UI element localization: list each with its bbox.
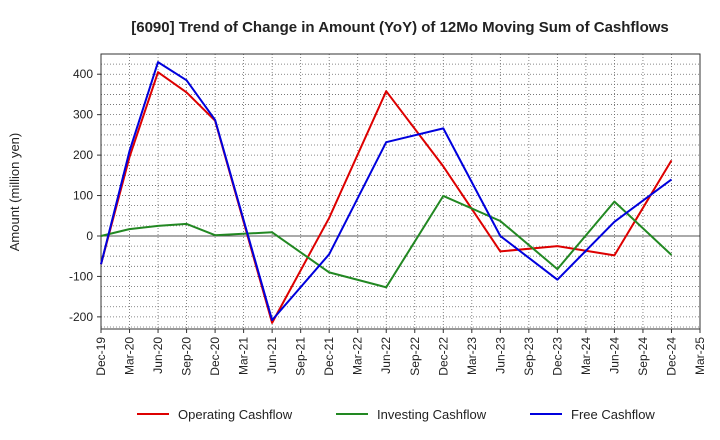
y-axis-label: Amount (million yen) — [7, 133, 22, 252]
x-tick-label: Dec-20 — [208, 337, 222, 376]
x-tick-label: Mar-23 — [465, 337, 479, 375]
x-tick-label: Mar-22 — [351, 337, 365, 375]
y-tick-label: -200 — [69, 310, 93, 324]
x-tick-label: Sep-20 — [180, 337, 194, 376]
series-lines — [100, 61, 673, 324]
legend-label: Free Cashflow — [571, 407, 655, 422]
chart-title: [6090] Trend of Change in Amount (YoY) o… — [131, 19, 669, 36]
x-tick-label: Jun-21 — [265, 337, 279, 374]
x-tick-label: Mar-20 — [123, 337, 137, 375]
x-tick-label: Sep-23 — [522, 337, 536, 376]
y-tick-label: 100 — [73, 189, 93, 203]
x-tick-label: Jun-24 — [607, 337, 621, 374]
y-tick-label: 200 — [73, 148, 93, 162]
x-tick-label: Dec-24 — [664, 337, 678, 376]
y-tick-label: 400 — [73, 67, 93, 81]
x-tick-label: Dec-22 — [436, 337, 450, 376]
x-tick-label: Sep-22 — [408, 337, 422, 376]
legend-label: Operating Cashflow — [178, 407, 293, 422]
x-tick-label: Dec-21 — [322, 337, 336, 376]
x-tick-label: Mar-25 — [693, 337, 707, 375]
y-tick-label: -100 — [69, 269, 93, 283]
x-tick-label: Sep-21 — [294, 337, 308, 376]
x-tick-label: Dec-19 — [94, 337, 108, 376]
y-tick-label: 300 — [73, 108, 93, 122]
x-tick-label: Dec-23 — [550, 337, 564, 376]
series-line-free-cashflow — [100, 61, 673, 322]
legend-label: Investing Cashflow — [377, 407, 487, 422]
x-tick-label: Sep-24 — [636, 337, 650, 376]
x-tick-label: Jun-22 — [379, 337, 393, 374]
plot-area-frame — [100, 53, 701, 330]
x-tick-label: Jun-20 — [151, 337, 165, 374]
x-axis: Dec-19 Mar-20 Jun-20 Sep-20 Dec-20 Mar-21 Jun-… — [94, 329, 707, 376]
x-tick-label: Mar-21 — [237, 337, 251, 375]
y-tick-label: 0 — [86, 229, 93, 243]
x-tick-label: Mar-24 — [579, 337, 593, 375]
x-tick-label: Jun-23 — [493, 337, 507, 374]
y-axis: -200 -100 0 100 200 300 400 — [69, 67, 101, 324]
legend: Operating Cashflow Investing Cashflow Free… — [137, 407, 655, 422]
